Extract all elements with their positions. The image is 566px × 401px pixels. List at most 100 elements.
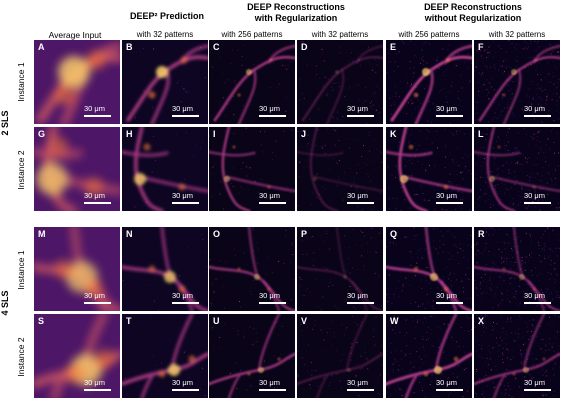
panel-letter: B [126, 42, 133, 52]
scalebar [524, 202, 551, 204]
microscopy-image [34, 127, 120, 211]
panel-letter: I [213, 129, 216, 139]
scalebar [524, 389, 551, 391]
scalebar [172, 115, 199, 117]
microscopy-image [474, 40, 560, 124]
col-header-without-reg-2: without Regularization [424, 13, 522, 23]
microscopy-image [210, 44, 295, 124]
panel-letter: X [478, 316, 485, 326]
microscopy-image [297, 127, 383, 211]
scalebar [436, 115, 463, 117]
microscopy-image [386, 227, 472, 311]
scalebar-label: 30 μm [524, 104, 545, 113]
image-panel: D 30 μm [297, 40, 383, 124]
scalebar-label: 30 μm [524, 291, 545, 300]
microscopy-image [34, 227, 120, 311]
scalebar [436, 389, 463, 391]
scalebar-label: 30 μm [84, 378, 105, 387]
image-panel: U 30 μm [209, 314, 295, 398]
scalebar [436, 202, 463, 204]
image-panel: I 30 μm [209, 127, 295, 211]
scalebar-label: 30 μm [172, 378, 193, 387]
scalebar-label: 30 μm [347, 191, 368, 200]
panel-letter: V [301, 316, 308, 326]
col-header-with-reg-2: with Regularization [254, 13, 338, 23]
row-label-instance1-4sls: Instance 1 [16, 250, 26, 290]
scalebar-label: 30 μm [259, 291, 280, 300]
scalebar-label: 30 μm [259, 378, 280, 387]
scalebar-label: 30 μm [84, 291, 105, 300]
scalebar-label: 30 μm [524, 378, 545, 387]
scalebar [84, 202, 111, 204]
microscopy-image [386, 314, 472, 398]
image-panel: H 30 μm [122, 127, 208, 211]
group-label-4sls: 4 SLS [0, 290, 10, 316]
image-panel: F 30 μm [474, 40, 560, 124]
scalebar [347, 389, 374, 391]
scalebar [172, 202, 199, 204]
scalebar-label: 30 μm [436, 191, 457, 200]
image-panel: S 30 μm [34, 314, 120, 398]
row-label-instance1-2sls: Instance 1 [16, 62, 26, 102]
panel-letter: D [301, 42, 308, 52]
scalebar [524, 302, 551, 304]
microscopy-image [297, 314, 383, 398]
image-panel: V 30 μm [297, 314, 383, 398]
panel-letter: M [38, 229, 46, 239]
scalebar [259, 115, 286, 117]
col-sub-f: with 32 patterns [488, 30, 546, 39]
panel-letter: E [390, 42, 397, 52]
scalebar [259, 202, 286, 204]
scalebar-label: 30 μm [259, 191, 280, 200]
scalebar [84, 389, 111, 391]
image-panel: M 30 μm [34, 227, 120, 311]
col-sub-c: with 256 patterns [221, 30, 283, 39]
scalebar [347, 302, 374, 304]
col-header-average-input: Average Input [48, 30, 102, 40]
scalebar [347, 202, 374, 204]
image-panel: A 30 μm [34, 40, 120, 124]
row-label-instance2-2sls: Instance 2 [16, 150, 26, 190]
microscopy-image [122, 314, 208, 398]
image-panel: N 30 μm [122, 227, 208, 311]
scalebar-label: 30 μm [347, 291, 368, 300]
panel-letter: H [126, 129, 133, 139]
panel-letter: T [126, 316, 132, 326]
group-label-2sls: 2 SLS [0, 110, 10, 136]
col-sub-d: with 32 patterns [311, 30, 369, 39]
panel-letter: U [213, 316, 220, 326]
scalebar-label: 30 μm [172, 291, 193, 300]
image-panel: B 30 μm [122, 40, 208, 124]
scalebar-label: 30 μm [524, 191, 545, 200]
microscopy-image [474, 227, 560, 311]
scalebar [84, 115, 111, 117]
image-panel: K 30 μm [386, 127, 472, 211]
image-panel: L 30 μm [474, 127, 560, 211]
scalebar-label: 30 μm [347, 104, 368, 113]
panel-letter: W [390, 316, 399, 326]
scalebar [84, 302, 111, 304]
panel-letter: A [38, 42, 45, 52]
scalebar-label: 30 μm [436, 291, 457, 300]
panel-letter: P [301, 229, 308, 239]
scalebar [259, 302, 286, 304]
scalebar-label: 30 μm [436, 378, 457, 387]
col-header-without-reg-1: DEEP Reconstructions [424, 2, 522, 12]
scalebar-label: 30 μm [347, 378, 368, 387]
image-panel: C 30 μm [209, 40, 295, 124]
scalebar-label: 30 μm [172, 191, 193, 200]
panel-letter: J [301, 129, 307, 139]
image-panel: T 30 μm [122, 314, 208, 398]
microscopy-image [34, 314, 120, 398]
col-header-deep2: DEEP² Prediction [129, 11, 204, 21]
microscopy-image [34, 40, 120, 124]
panel-letter: K [390, 129, 397, 139]
panel-letter: C [213, 42, 220, 52]
panel-letter: G [38, 129, 46, 139]
scalebar [436, 302, 463, 304]
image-panel: O 30 μm [209, 227, 295, 311]
scalebar-label: 30 μm [84, 191, 105, 200]
scalebar [524, 115, 551, 117]
image-panel: Q 30 μm [386, 227, 472, 311]
panel-letter: Q [390, 229, 398, 239]
